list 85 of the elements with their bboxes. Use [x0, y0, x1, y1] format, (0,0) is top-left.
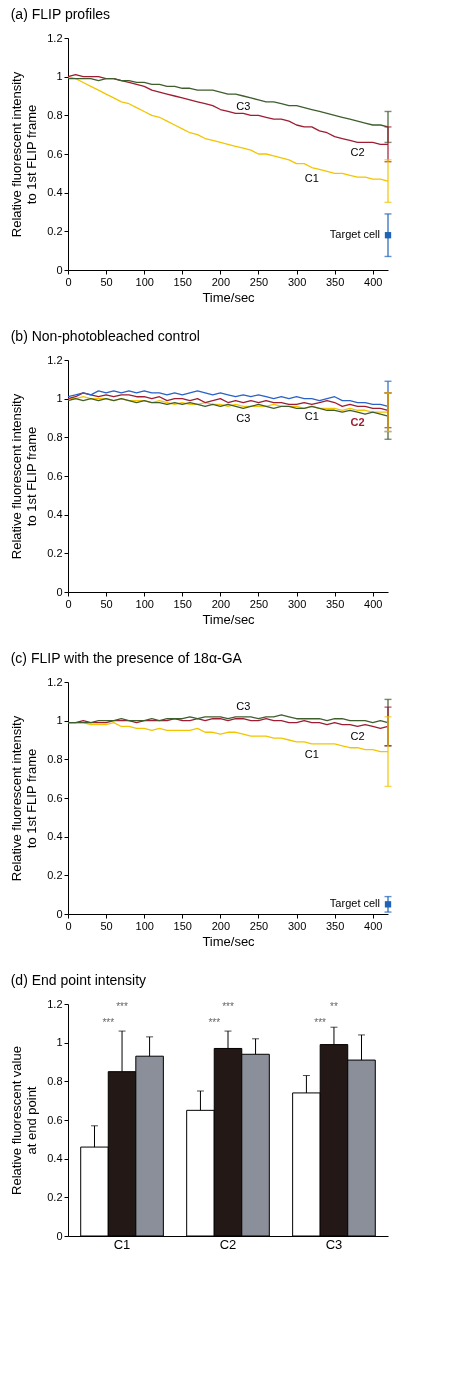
x-tick-label: 150	[173, 275, 192, 288]
x-tick-label: 0	[65, 597, 72, 610]
y-axis-title: Relative fluorescent intensity to 1st FLIP frame	[9, 393, 40, 560]
y-tick-label: 0	[56, 907, 63, 920]
series-label: C1	[304, 410, 319, 423]
x-tick-label: 350	[325, 597, 345, 610]
y-axis-title: Relative fluorescent intensity to 1st FLIP frame	[9, 71, 40, 238]
x-tick-label: 50	[100, 919, 113, 932]
x-tick-label: 50	[100, 597, 113, 610]
series-label: C3	[236, 412, 251, 425]
x-axis-title: Time/sec	[202, 933, 256, 949]
y-tick-label: 0	[56, 263, 63, 276]
y-tick-label: 0.8	[47, 1074, 63, 1087]
y-axis-title: Relative fluorescent value at end point	[9, 1046, 40, 1195]
y-tick-label: 0.6	[47, 1113, 63, 1126]
x-axis-title: Time/sec	[202, 289, 256, 305]
series-label: C3	[236, 100, 251, 112]
y-tick-label: 0.8	[47, 752, 63, 765]
y-tick-label: 1	[56, 70, 63, 83]
y-tick-label: 0.4	[47, 508, 63, 521]
x-tick-label: 350	[325, 919, 345, 932]
chart-title: (d) End point intensity	[10, 972, 147, 988]
y-tick-label: 1	[56, 392, 63, 405]
series-label: Target cell	[329, 228, 380, 241]
y-tick-label: 0.8	[47, 108, 63, 121]
y-tick-label: 0.6	[47, 147, 63, 160]
x-axis-title: Time/sec	[202, 611, 256, 627]
x-tick-label: 300	[287, 597, 307, 610]
chart-title: (c) FLIP with the presence of 18α-GA	[10, 650, 243, 666]
x-tick-label: C2	[219, 1236, 237, 1252]
y-tick-label: 1.2	[47, 353, 63, 366]
x-tick-label: C3	[325, 1236, 343, 1252]
series-label: C1	[304, 747, 319, 760]
x-tick-label: 200	[211, 919, 231, 932]
y-tick-label: 0.2	[47, 868, 63, 881]
y-tick-label: 1	[56, 714, 63, 727]
x-tick-label: 50	[100, 275, 113, 288]
x-tick-label: 200	[211, 275, 231, 288]
annotation: **	[330, 1001, 338, 1012]
x-tick-label: 150	[173, 919, 192, 932]
x-tick-label: 0	[65, 919, 72, 932]
x-tick-label: 250	[249, 275, 269, 288]
x-tick-label: 400	[364, 919, 383, 932]
y-tick-label: 0.2	[47, 1190, 63, 1203]
series-label: C2	[350, 416, 365, 429]
annotation: ***	[314, 1017, 327, 1028]
x-tick-label: 0	[65, 275, 72, 288]
y-tick-label: 1.2	[47, 997, 63, 1010]
x-tick-label: 200	[211, 597, 231, 610]
y-tick-label: 1.2	[47, 675, 63, 688]
series-label: Target cell	[329, 897, 380, 910]
x-tick-label: 100	[135, 275, 154, 288]
y-axis-title: Relative fluorescent intensity to 1st FLIP frame	[9, 715, 40, 882]
x-tick-label: 400	[364, 597, 383, 610]
y-tick-label: 0.2	[47, 546, 63, 559]
x-tick-label: 400	[364, 275, 383, 288]
series-label: C1	[304, 171, 319, 184]
y-tick-label: 0.4	[47, 830, 63, 843]
annotation: ***	[102, 1017, 115, 1028]
x-tick-label: C1	[113, 1236, 131, 1252]
annotation: ***	[116, 1001, 128, 1012]
chart-title: (b) Non-photobleached control	[10, 328, 200, 344]
y-tick-label: 0	[56, 585, 63, 598]
y-tick-label: 0.4	[47, 186, 63, 199]
x-tick-label: 150	[173, 597, 192, 610]
series-label: C3	[236, 699, 251, 712]
chart-title: (a) FLIP profiles	[10, 6, 111, 22]
x-tick-label: 300	[287, 275, 307, 288]
x-tick-label: 100	[135, 919, 154, 932]
x-tick-label: 250	[249, 919, 269, 932]
x-tick-label: 250	[249, 597, 269, 610]
series-label: C2	[350, 730, 365, 743]
x-tick-label: 100	[135, 597, 154, 610]
y-tick-label: 1	[56, 1036, 63, 1049]
series-label: C2	[350, 146, 365, 159]
x-tick-label: 350	[325, 275, 345, 288]
y-tick-label: 0.6	[47, 791, 63, 804]
y-tick-label: 0.2	[47, 224, 63, 237]
x-tick-label: 300	[287, 919, 307, 932]
y-tick-label: 1.2	[47, 31, 63, 44]
y-tick-label: 0.8	[47, 430, 63, 443]
annotation: ***	[222, 1001, 234, 1012]
y-tick-label: 0.6	[47, 469, 63, 482]
annotation: ***	[208, 1017, 221, 1028]
y-tick-label: 0.4	[47, 1152, 63, 1165]
